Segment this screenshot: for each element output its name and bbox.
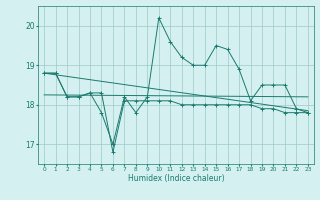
X-axis label: Humidex (Indice chaleur): Humidex (Indice chaleur) — [128, 174, 224, 183]
